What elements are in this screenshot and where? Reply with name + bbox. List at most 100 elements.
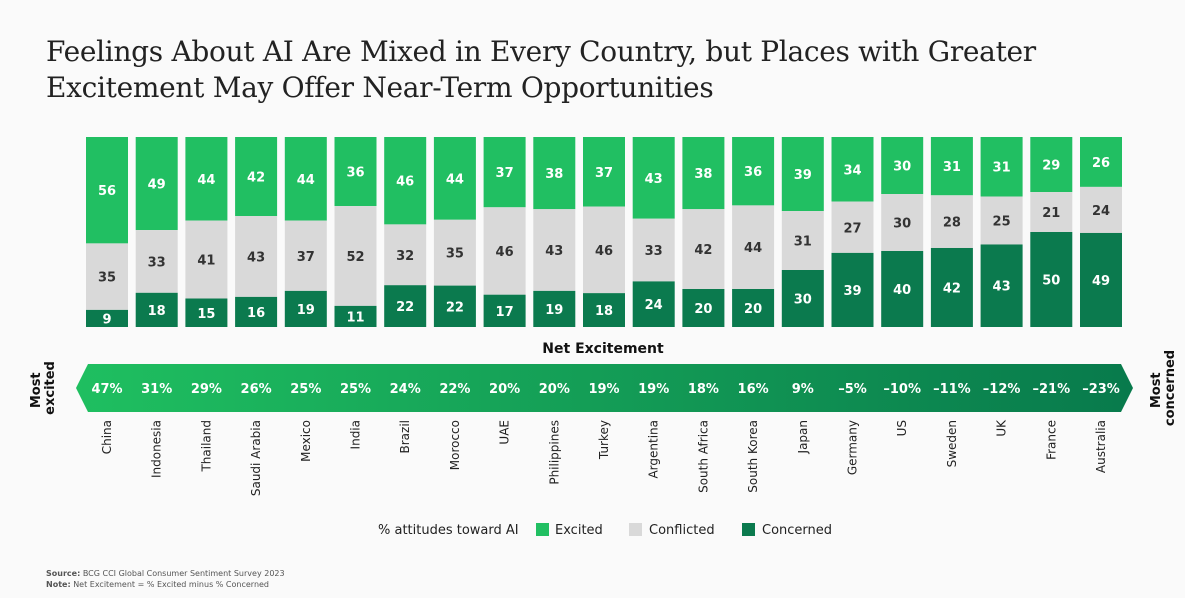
bar-conflicted-argentina bbox=[632, 218, 675, 282]
bar-conflicted-uae bbox=[483, 207, 526, 295]
bar-excited-us bbox=[881, 137, 924, 194]
bar-excited-saudi-arabia bbox=[235, 137, 278, 217]
legend-swatch-conflicted bbox=[629, 523, 642, 536]
bar-label-concerned-china: 9 bbox=[102, 312, 111, 327]
category-label-morocco: Morocco bbox=[448, 420, 462, 470]
bar-excited-philippines bbox=[533, 137, 576, 210]
most-concerned-label: Most concerned bbox=[1149, 350, 1178, 426]
net-values-layer: 47% 31% 29% 26% 25% 25% 24% 22% 20% 20% 19% 19% 18% 1… bbox=[91, 382, 1119, 397]
bar-conflicted-thailand bbox=[185, 220, 228, 299]
category-label-turkey: Turkey bbox=[597, 420, 611, 460]
bar-concerned-germany bbox=[831, 252, 874, 327]
bar-label-conflicted-turkey: 46 bbox=[595, 244, 613, 259]
legend: % attitudes toward AI Excited Conflicted… bbox=[378, 523, 832, 538]
bar-excited-uk bbox=[980, 137, 1023, 197]
bar-label-excited-australia: 26 bbox=[1092, 156, 1110, 171]
category-label-south-korea: South Korea bbox=[746, 420, 760, 493]
bar-label-concerned-philippines: 19 bbox=[545, 303, 563, 318]
bar-excited-argentina bbox=[632, 137, 675, 219]
category-label-philippines: Philippines bbox=[547, 420, 561, 485]
category-label-japan: Japan bbox=[796, 420, 810, 454]
bar-concerned-uk bbox=[980, 244, 1023, 327]
net-value-china: 47% bbox=[91, 382, 122, 397]
bar-concerned-brazil bbox=[384, 285, 427, 327]
bar-label-conflicted-mexico: 37 bbox=[297, 250, 315, 265]
bar-label-excited-south-africa: 38 bbox=[694, 167, 712, 182]
source-label: Source: bbox=[46, 569, 81, 578]
legend-label-concerned: Concerned bbox=[762, 523, 832, 538]
bar-label-concerned-argentina: 24 bbox=[645, 298, 663, 313]
bar-label-excited-uae: 37 bbox=[496, 166, 514, 181]
bar-conflicted-south-korea bbox=[732, 205, 775, 289]
bar-excited-mexico bbox=[284, 137, 327, 221]
bar-label-excited-france: 29 bbox=[1042, 159, 1060, 174]
bar-label-excited-sweden: 31 bbox=[943, 160, 961, 175]
net-value-france: –21% bbox=[1032, 382, 1070, 397]
bar-label-conflicted-argentina: 33 bbox=[645, 244, 663, 259]
bar-excited-china bbox=[86, 137, 128, 244]
bar-excited-japan bbox=[781, 137, 824, 212]
bar-conflicted-brazil bbox=[384, 224, 427, 286]
bar-concerned-india bbox=[334, 305, 377, 327]
net-value-us: –10% bbox=[883, 382, 921, 397]
bar-excited-south-korea bbox=[732, 137, 775, 206]
bar-conflicted-sweden bbox=[930, 195, 973, 248]
bar-conflicted-uk bbox=[980, 196, 1023, 245]
bar-label-concerned-germany: 39 bbox=[843, 284, 861, 299]
bar-label-conflicted-australia: 24 bbox=[1092, 204, 1110, 219]
bar-label-conflicted-morocco: 35 bbox=[446, 247, 464, 262]
legend-label-conflicted: Conflicted bbox=[649, 523, 715, 538]
net-value-australia: –23% bbox=[1082, 382, 1120, 397]
category-label-sweden: Sweden bbox=[945, 420, 959, 467]
net-value-germany: –5% bbox=[838, 382, 867, 397]
bar-conflicted-india bbox=[334, 206, 377, 306]
bar-conflicted-philippines bbox=[533, 209, 576, 291]
bar-concerned-thailand bbox=[185, 298, 228, 327]
bar-label-conflicted-us: 30 bbox=[893, 217, 911, 232]
note-label: Note: bbox=[46, 580, 71, 589]
net-value-brazil: 24% bbox=[390, 382, 421, 397]
legend-label-excited: Excited bbox=[555, 523, 603, 538]
bar-excited-france bbox=[1030, 137, 1073, 193]
bar-label-conflicted-china: 35 bbox=[98, 271, 116, 286]
bar-label-conflicted-germany: 27 bbox=[843, 221, 861, 236]
bar-concerned-australia bbox=[1080, 232, 1122, 327]
net-value-south-korea: 16% bbox=[738, 382, 769, 397]
bar-conflicted-japan bbox=[781, 211, 824, 270]
net-value-saudi-arabia: 26% bbox=[241, 382, 272, 397]
bar-label-conflicted-thailand: 41 bbox=[197, 254, 215, 269]
bar-label-conflicted-saudi-arabia: 43 bbox=[247, 250, 265, 265]
bar-conflicted-france bbox=[1030, 192, 1073, 232]
bar-conflicted-china bbox=[86, 243, 128, 310]
bar-conflicted-morocco bbox=[433, 219, 476, 286]
most-excited-line-1: Most bbox=[29, 372, 44, 408]
bar-concerned-south-korea bbox=[732, 289, 775, 327]
bar-label-conflicted-sweden: 28 bbox=[943, 216, 961, 231]
bar-label-concerned-turkey: 18 bbox=[595, 304, 613, 319]
category-label-brazil: Brazil bbox=[398, 420, 412, 454]
bar-label-concerned-france: 50 bbox=[1042, 274, 1060, 289]
legend-title: % attitudes toward AI bbox=[378, 523, 519, 538]
bar-excited-germany bbox=[831, 137, 874, 202]
most-concerned-line-1: Most bbox=[1149, 372, 1164, 408]
category-label-argentina: Argentina bbox=[647, 420, 661, 479]
bar-conflicted-australia bbox=[1080, 186, 1122, 233]
bar-label-concerned-japan: 30 bbox=[794, 293, 812, 308]
bar-label-concerned-indonesia: 18 bbox=[148, 304, 166, 319]
bar-concerned-morocco bbox=[433, 285, 476, 327]
bar-label-excited-uk: 31 bbox=[993, 161, 1011, 176]
bar-concerned-indonesia bbox=[135, 292, 178, 327]
bar-label-concerned-india: 11 bbox=[346, 310, 364, 325]
bar-label-concerned-south-africa: 20 bbox=[694, 302, 712, 317]
bar-label-excited-india: 36 bbox=[346, 166, 364, 181]
bar-excited-morocco bbox=[433, 137, 476, 220]
bar-conflicted-saudi-arabia bbox=[235, 216, 278, 297]
net-value-thailand: 29% bbox=[191, 382, 222, 397]
bar-label-excited-china: 56 bbox=[98, 184, 116, 199]
bar-label-conflicted-indonesia: 33 bbox=[148, 255, 166, 270]
note-text: Net Excitement = % Excited minus % Conce… bbox=[73, 580, 270, 589]
bar-excited-sweden bbox=[930, 137, 973, 196]
net-value-japan: 9% bbox=[792, 382, 814, 397]
bar-conflicted-us bbox=[881, 194, 924, 251]
bar-label-excited-philippines: 38 bbox=[545, 167, 563, 182]
